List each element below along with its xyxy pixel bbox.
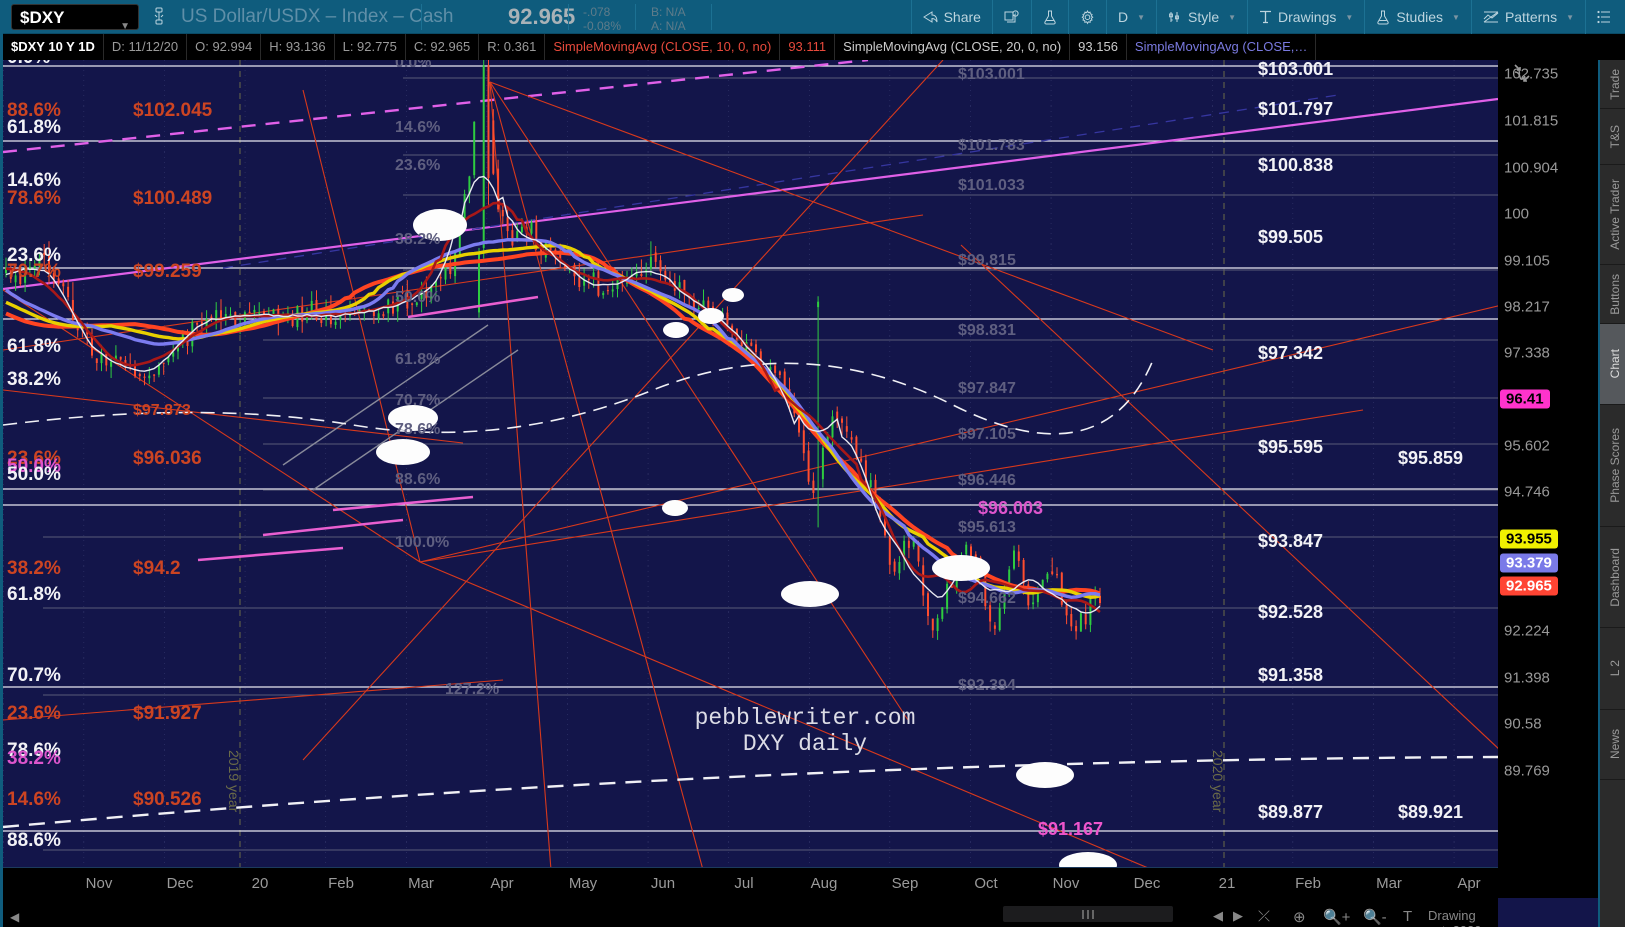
svg-text:i: i [1015, 11, 1016, 16]
